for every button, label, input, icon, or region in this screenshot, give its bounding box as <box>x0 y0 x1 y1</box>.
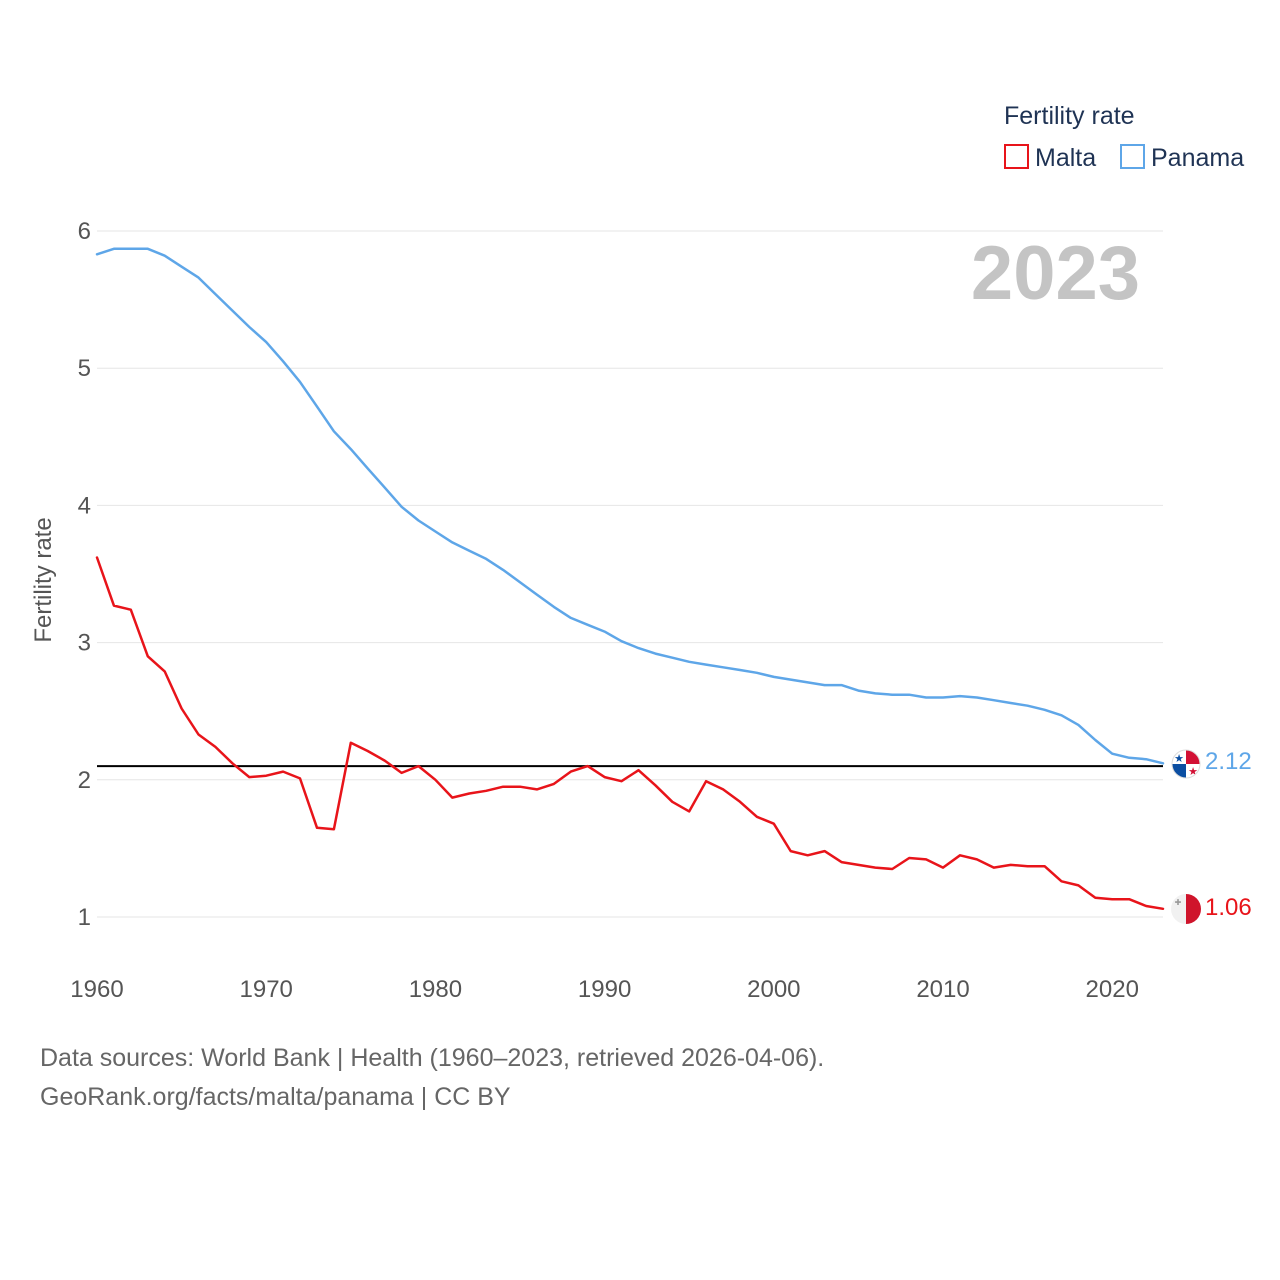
y-tick-label: 4 <box>78 492 91 519</box>
series-line-malta[interactable] <box>95 556 1165 911</box>
series-line-panama[interactable] <box>95 247 1165 765</box>
x-tick-label: 1990 <box>578 976 631 1003</box>
legend-label-malta[interactable]: Malta <box>1035 144 1096 172</box>
y-tick-label: 1 <box>78 904 91 931</box>
panama-flag-icon: ★ ★ <box>1171 749 1201 779</box>
y-axis-label: Fertility rate <box>30 517 57 642</box>
legend-swatch-malta[interactable] <box>1004 144 1029 169</box>
grid-lines <box>97 230 1163 918</box>
y-tick-label: 3 <box>78 630 91 657</box>
end-value-malta: 1.06 <box>1205 894 1252 921</box>
fertility-chart: 1 2 3 4 5 6 1960 1970 1980 1990 2000 2010 2020 Fert… <box>30 102 1252 1003</box>
legend-label-panama[interactable]: Panama <box>1151 144 1244 172</box>
x-tick-label: 1980 <box>409 976 462 1003</box>
x-tick-label: 1960 <box>70 976 123 1003</box>
y-tick-label: 5 <box>78 355 91 382</box>
x-tick-label: 2020 <box>1086 976 1139 1003</box>
svg-text:★: ★ <box>1188 765 1198 778</box>
x-tick-label: 1970 <box>240 976 293 1003</box>
year-label: 2023 <box>971 231 1140 316</box>
y-axis-ticks: 1 2 3 4 5 6 <box>78 218 91 931</box>
x-axis-ticks: 1960 1970 1980 1990 2000 2010 2020 <box>70 976 1139 1003</box>
series-lines <box>95 247 1165 911</box>
legend-title: Fertility rate <box>1004 102 1135 130</box>
legend: Fertility rate Malta Panama <box>1004 102 1244 172</box>
y-tick-label: 2 <box>78 767 91 794</box>
svg-text:✚: ✚ <box>1175 898 1182 907</box>
x-tick-label: 2010 <box>916 976 969 1003</box>
legend-swatch-panama[interactable] <box>1120 144 1145 169</box>
x-tick-label: 2000 <box>747 976 800 1003</box>
end-value-panama: 2.12 <box>1205 748 1252 775</box>
svg-text:★: ★ <box>1174 752 1184 765</box>
y-tick-label: 6 <box>78 218 91 245</box>
malta-flag-icon: ✚ <box>1171 894 1201 924</box>
footer-source: Data sources: World Bank | Health (1960–… <box>40 1044 825 1072</box>
footer-link[interactable]: GeoRank.org/facts/malta/panama | CC BY <box>40 1083 511 1111</box>
